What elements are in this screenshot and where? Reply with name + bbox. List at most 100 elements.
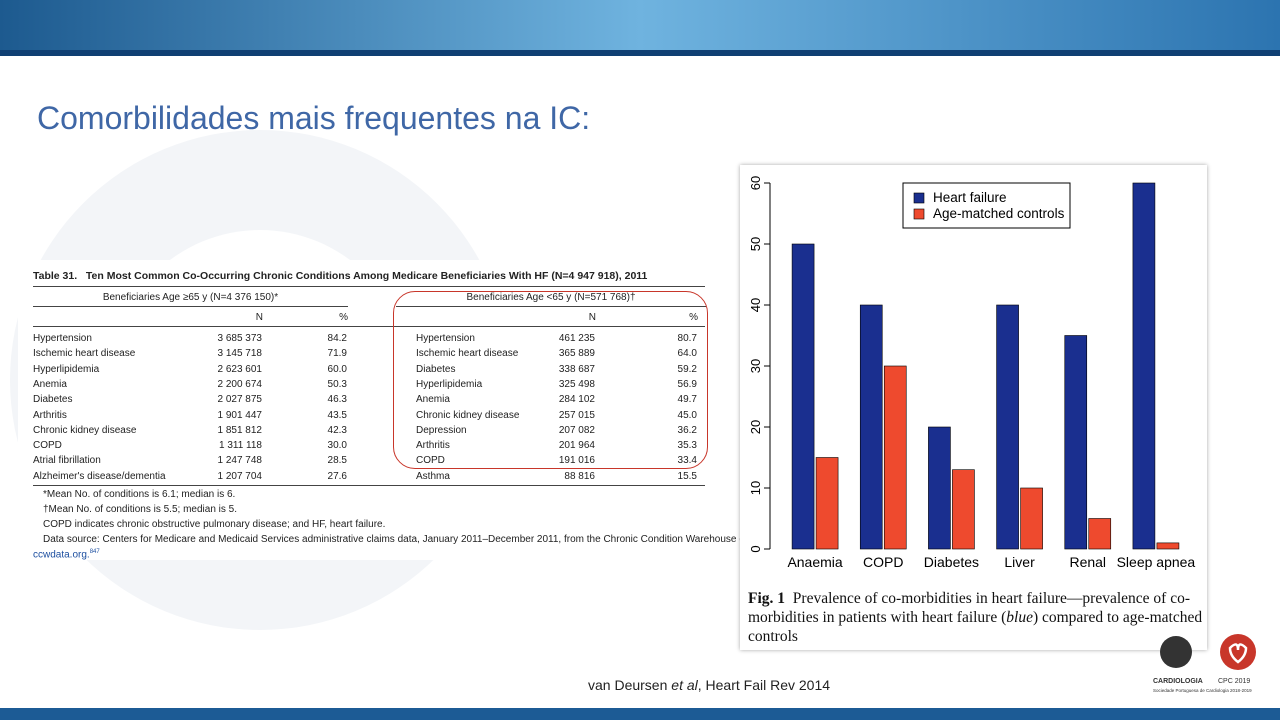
table-caption: Table 31. Ten Most Common Co-Occurring C… <box>33 270 648 282</box>
figure-caption: Fig. 1 Prevalence of co-morbidities in h… <box>748 589 1203 646</box>
cell-pct: 35.3 <box>677 440 697 452</box>
bar <box>1064 335 1088 550</box>
cell-n: 1 901 447 <box>217 409 263 421</box>
group-header: Beneficiaries Age <65 y (N=571 768)† <box>466 292 636 303</box>
cell-pct: 36.2 <box>677 424 697 436</box>
legend-label: Heart failure <box>933 190 1007 205</box>
citation-text: van Deursen <box>588 677 672 693</box>
cell-n: 201 964 <box>558 440 595 452</box>
footnote-link: ccwdata.org.847 <box>33 549 100 561</box>
cell-pct: 43.5 <box>327 409 347 421</box>
row-label: Diabetes <box>33 394 73 406</box>
caption-text: blue <box>1006 609 1033 626</box>
bar <box>883 365 907 550</box>
caption-text: ) compared to age-matched controls <box>748 609 1203 645</box>
column-header: N <box>588 312 596 323</box>
x-tick-label: Anaemia <box>787 554 842 570</box>
citation-text: et al <box>671 677 698 693</box>
cell-n: 461 235 <box>558 333 595 344</box>
row-label: Asthma <box>416 470 450 482</box>
y-tick-label: 0 <box>748 545 763 552</box>
row-label: Alzheimer's disease/dementia <box>33 470 166 482</box>
chart: 0 10 20 30 40 50 60 Anaemia COPD Diabetes Liver Ren… <box>748 176 1196 570</box>
cell-n: 257 015 <box>558 409 595 421</box>
bar <box>928 426 951 550</box>
row-label: COPD <box>33 440 62 452</box>
y-tick-label: 40 <box>748 298 763 312</box>
table-panel: Table 31. Ten Most Common Co-Occurring C… <box>18 260 773 561</box>
legend-swatch <box>913 208 925 220</box>
cell-pct: 46.3 <box>327 394 347 406</box>
cell-pct: 60.0 <box>327 363 347 375</box>
cell-n: 1 207 704 <box>217 470 263 482</box>
row-label: Anemia <box>33 378 67 390</box>
reference: 847 <box>89 549 100 555</box>
cell-pct: 42.3 <box>327 424 347 436</box>
cell-n: 2 027 875 <box>217 394 263 406</box>
y-tick-label: 30 <box>748 359 763 373</box>
row-label: Arthritis <box>33 409 67 421</box>
rule <box>33 326 705 327</box>
cell-pct: 30.0 <box>327 440 347 452</box>
chart-figure: 0 10 20 30 40 50 60 Anaemia COPD Diabetes Liver Ren… <box>740 165 1207 650</box>
row-label: Ischemic heart disease <box>33 348 136 360</box>
legend-swatch <box>913 192 925 204</box>
y-tick-label: 60 <box>748 176 763 190</box>
cell-n: 3 685 373 <box>217 333 263 344</box>
column-header: % <box>689 312 698 323</box>
y-tick-label: 10 <box>748 481 763 495</box>
x-tick-label: Renal <box>1069 554 1106 570</box>
citation: van Deursen et al, Heart Fail Rev 2014 <box>588 677 830 693</box>
row-label: Hyperlipidemia <box>416 378 483 390</box>
logo-icons <box>1160 634 1256 670</box>
cell-n: 365 889 <box>558 348 595 360</box>
x-tick-label: Sleep apnea <box>1117 554 1196 570</box>
cell-n: 207 082 <box>558 424 595 436</box>
cell-pct: 80.7 <box>677 333 697 344</box>
logo-text: Sociedade Portuguesa de Cardiologia 2018… <box>1153 688 1252 693</box>
x-tick-label: Liver <box>1004 554 1035 570</box>
footnote: Data source: Centers for Medicare and Me… <box>43 534 773 545</box>
row-label: Chronic kidney disease <box>416 409 520 421</box>
rule <box>33 306 348 307</box>
cell-pct: 59.2 <box>677 363 697 375</box>
y-tick-label: 20 <box>748 420 763 434</box>
rule <box>396 306 706 307</box>
cell-n: 284 102 <box>558 394 595 406</box>
rule <box>33 485 705 486</box>
rule <box>33 286 705 287</box>
row-label: Diabetes <box>416 363 456 375</box>
bar <box>996 304 1019 550</box>
footnote: *Mean No. of conditions is 6.1; median i… <box>43 489 236 500</box>
cell-pct: 28.5 <box>327 455 347 467</box>
bar <box>952 469 975 550</box>
cell-pct: 15.5 <box>677 470 697 482</box>
cell-pct: 27.6 <box>327 470 347 482</box>
footnote: COPD indicates chronic obstructive pulmo… <box>43 519 386 530</box>
cell-n: 325 498 <box>558 378 595 390</box>
row-label: Depression <box>416 424 467 436</box>
cell-n: 1 851 812 <box>217 424 263 436</box>
cell-n: 191 016 <box>558 455 595 467</box>
row-label: Chronic kidney disease <box>33 424 137 436</box>
cell-n: 3 145 718 <box>217 348 263 360</box>
x-tick-label: Diabetes <box>924 554 979 570</box>
bar <box>791 243 815 550</box>
row-label: Ischemic heart disease <box>416 348 519 360</box>
highlight-outline <box>393 291 708 469</box>
legend-box <box>902 182 1071 229</box>
footnote: †Mean No. of conditions is 5.5; median i… <box>43 504 237 515</box>
row-label: Anemia <box>416 394 450 406</box>
cell-n: 1 247 748 <box>217 455 263 467</box>
caption-label: Fig. 1 <box>748 590 786 607</box>
cell-pct: 64.0 <box>677 348 697 360</box>
cell-pct: 50.3 <box>327 378 347 390</box>
bar <box>1156 542 1180 550</box>
citation-text: , Heart Fail Rev 2014 <box>697 677 831 693</box>
cell-n: 1 311 118 <box>218 440 262 452</box>
bar <box>1088 518 1112 550</box>
cell-pct: 84.2 <box>327 333 347 344</box>
cell-n: 2 623 601 <box>217 363 263 375</box>
cell-n: 2 200 674 <box>217 378 263 390</box>
